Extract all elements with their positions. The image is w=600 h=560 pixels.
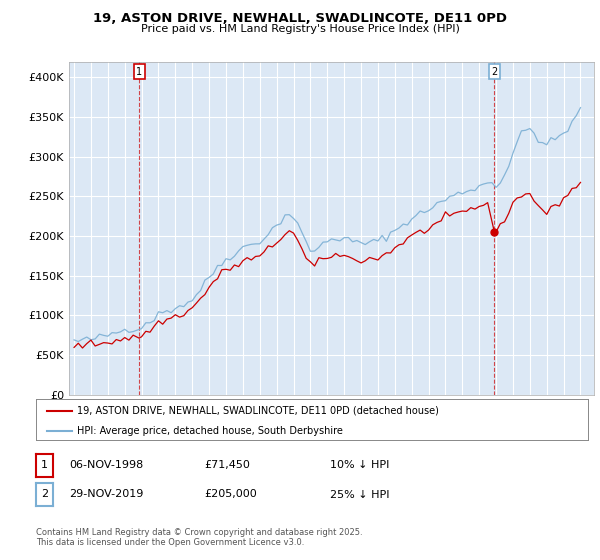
Text: 19, ASTON DRIVE, NEWHALL, SWADLINCOTE, DE11 0PD (detached house): 19, ASTON DRIVE, NEWHALL, SWADLINCOTE, D… xyxy=(77,405,439,416)
Text: Price paid vs. HM Land Registry's House Price Index (HPI): Price paid vs. HM Land Registry's House … xyxy=(140,24,460,34)
Text: HPI: Average price, detached house, South Derbyshire: HPI: Average price, detached house, Sout… xyxy=(77,426,343,436)
Text: £205,000: £205,000 xyxy=(204,489,257,500)
Text: £71,450: £71,450 xyxy=(204,460,250,470)
Text: Contains HM Land Registry data © Crown copyright and database right 2025.
This d: Contains HM Land Registry data © Crown c… xyxy=(36,528,362,547)
Text: 2: 2 xyxy=(41,489,48,500)
Text: 1: 1 xyxy=(41,460,48,470)
Text: 06-NOV-1998: 06-NOV-1998 xyxy=(69,460,143,470)
Text: 1: 1 xyxy=(136,67,142,77)
Text: 19, ASTON DRIVE, NEWHALL, SWADLINCOTE, DE11 0PD: 19, ASTON DRIVE, NEWHALL, SWADLINCOTE, D… xyxy=(93,12,507,25)
Text: 25% ↓ HPI: 25% ↓ HPI xyxy=(330,489,389,500)
Text: 2: 2 xyxy=(491,67,497,77)
Text: 10% ↓ HPI: 10% ↓ HPI xyxy=(330,460,389,470)
Text: 29-NOV-2019: 29-NOV-2019 xyxy=(69,489,143,500)
